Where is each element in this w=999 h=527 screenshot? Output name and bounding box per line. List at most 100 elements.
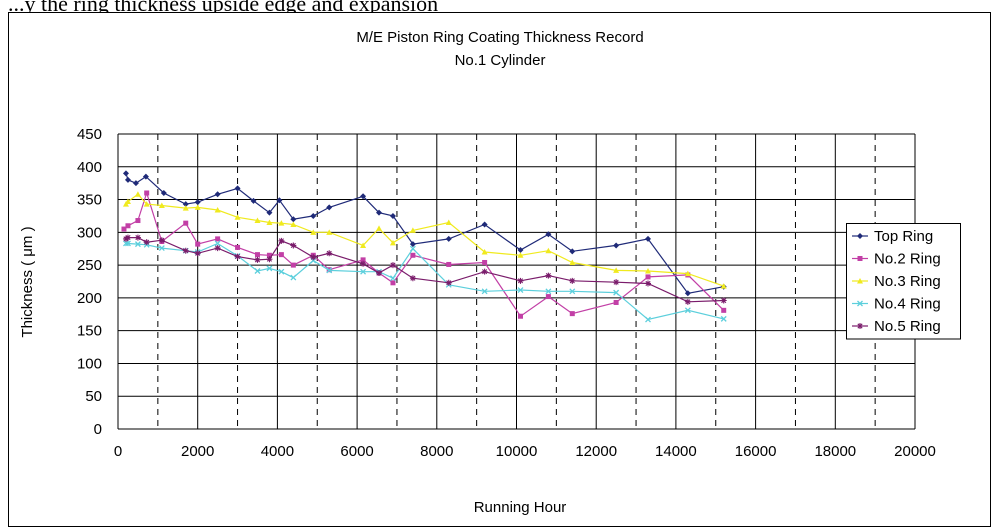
series-line (126, 242, 724, 321)
data-point (195, 241, 201, 247)
data-point (613, 267, 620, 273)
grid (117, 133, 916, 430)
data-point (134, 234, 141, 241)
x-tick-label: 4000 (261, 443, 294, 460)
legend-marker (857, 256, 863, 261)
data-point (290, 242, 297, 249)
data-point (134, 241, 141, 248)
legend-item: Top Ring (852, 228, 933, 245)
data-point (545, 247, 552, 254)
data-point (135, 218, 141, 224)
series-1 (122, 170, 727, 297)
data-point (482, 259, 488, 265)
data-point (215, 236, 221, 242)
data-point (645, 274, 651, 280)
data-point (569, 259, 576, 265)
data-point (266, 219, 273, 225)
data-point (481, 268, 488, 275)
data-point (214, 191, 221, 198)
data-point (182, 205, 189, 211)
y-tick-label: 100 (77, 355, 102, 372)
data-point (278, 237, 285, 244)
data-point (290, 274, 297, 281)
legend-item: No.5 Ring (852, 318, 941, 335)
data-point (517, 252, 524, 258)
data-point (376, 269, 383, 276)
data-point (360, 257, 366, 263)
data-point (613, 279, 620, 286)
data-point (376, 209, 383, 216)
legend-marker (857, 233, 863, 239)
y-tick-label: 400 (77, 159, 102, 176)
data-point (409, 275, 416, 282)
data-point (326, 204, 333, 211)
series-3 (122, 191, 727, 289)
data-point (183, 220, 189, 226)
series-line (125, 173, 724, 294)
data-point (410, 252, 416, 258)
data-point (545, 294, 551, 300)
x-tick-label: 2000 (181, 443, 214, 460)
data-point (684, 307, 691, 314)
data-point (613, 289, 620, 296)
data-point (144, 190, 150, 196)
data-point (360, 260, 367, 267)
chart-subtitle: No.1 Cylinder (455, 52, 546, 69)
data-point (613, 242, 620, 249)
data-point (569, 248, 576, 255)
data-point (481, 288, 488, 295)
series-line (125, 237, 724, 303)
y-tick-label: 250 (77, 257, 102, 274)
data-point (720, 283, 727, 289)
data-point (266, 209, 273, 216)
series-5 (122, 234, 727, 305)
y-tick-label: 200 (77, 290, 102, 307)
data-point (142, 173, 149, 180)
legend-item: No.3 Ring (852, 273, 941, 290)
tick-labels: 0 50 100 150 200 250 300 350 400 450 0 2000 4000 6000… (77, 126, 936, 460)
data-point (278, 220, 285, 226)
data-point (276, 197, 283, 204)
legend-marker (857, 323, 863, 329)
data-point (125, 223, 131, 229)
legend-label: Top Ring (874, 228, 933, 245)
legend-item: No.4 Ring (852, 296, 941, 313)
data-point (645, 280, 652, 287)
data-point (389, 212, 396, 219)
chart-title: M/E Piston Ring Coating Thickness Record (356, 29, 643, 46)
data-point (182, 247, 189, 254)
data-point (158, 202, 165, 208)
data-point (645, 316, 651, 323)
y-tick-label: 450 (77, 126, 102, 143)
legend-marker (857, 278, 863, 284)
data-point (266, 252, 272, 258)
data-point (684, 270, 691, 277)
x-tick-label: 8000 (420, 443, 453, 460)
data-point (194, 250, 201, 257)
data-point (445, 219, 452, 225)
data-point (545, 231, 552, 238)
data-point (160, 190, 167, 196)
data-point (481, 221, 488, 228)
data-point (684, 298, 691, 305)
data-point (326, 267, 333, 274)
x-tick-label: 12000 (575, 443, 617, 460)
data-point (132, 180, 139, 187)
data-point (645, 268, 652, 274)
data-point (254, 217, 261, 224)
data-point (360, 242, 367, 248)
legend: Top Ring No.2 Ring No.3 Ring No.4 Ring No.5 … (846, 223, 961, 340)
data-point (278, 252, 284, 258)
data-point (720, 297, 727, 304)
y-tick-label: 150 (77, 323, 102, 340)
data-point (720, 315, 727, 322)
data-point (234, 253, 241, 260)
data-point (409, 227, 416, 233)
data-point (721, 307, 727, 313)
data-point (409, 241, 416, 248)
data-point (446, 261, 452, 267)
y-tick-label: 350 (77, 192, 102, 209)
data-point (389, 262, 396, 269)
data-point (545, 288, 552, 295)
data-point (290, 216, 297, 223)
